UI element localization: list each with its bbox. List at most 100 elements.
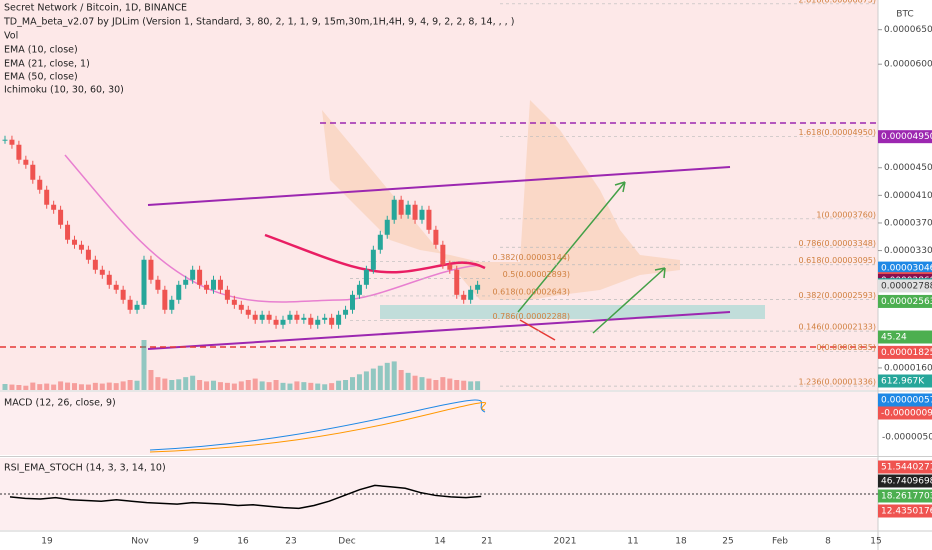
- candle: [183, 279, 189, 285]
- price-tag: [878, 345, 932, 359]
- rsi-tag-label: 46.74096988: [881, 477, 932, 487]
- volume-bar: [350, 377, 355, 390]
- x-tick-label: 19: [41, 537, 53, 547]
- candle: [162, 289, 168, 310]
- main-pane: [0, 0, 878, 390]
- volume-bar: [183, 377, 189, 390]
- candle: [315, 319, 321, 325]
- candle: [475, 284, 481, 290]
- x-tick-label: Nov: [131, 537, 149, 547]
- candle: [190, 269, 196, 280]
- candle: [211, 279, 216, 290]
- price-tag: [878, 279, 932, 293]
- indicator-tag-label: 612.967K: [881, 377, 925, 387]
- fib-label: 1.236(0.00001336): [799, 378, 877, 387]
- volume-bar: [211, 380, 216, 390]
- volume-bar: [426, 378, 432, 390]
- rsi-tag-label: 51.54402714: [881, 463, 932, 473]
- candle: [259, 314, 265, 320]
- candle: [322, 317, 328, 320]
- candle: [113, 284, 119, 290]
- macd-tag: [878, 406, 932, 420]
- volume-bar: [287, 383, 293, 390]
- volume-bar: [176, 379, 182, 390]
- ema-line: [264, 233, 486, 274]
- volume-bar: [447, 378, 453, 390]
- volume-bar: [370, 368, 376, 390]
- candle: [99, 269, 105, 275]
- candle: [398, 199, 404, 215]
- candle: [134, 304, 140, 310]
- rsi-title: RSI_EMA_STOCH (14, 3, 3, 14, 10): [4, 463, 166, 474]
- volume-bar: [85, 384, 91, 390]
- candle: [308, 317, 314, 325]
- candle: [377, 234, 383, 250]
- volume-bar: [454, 380, 460, 390]
- volume-bar: [169, 380, 175, 390]
- candle: [412, 204, 418, 220]
- volume-bar: [148, 370, 154, 390]
- macd-line: [149, 399, 486, 451]
- volume-bar: [343, 380, 349, 390]
- candle: [343, 309, 349, 315]
- rsi-line: [9, 484, 482, 510]
- candle: [217, 279, 223, 290]
- candle: [2, 139, 8, 141]
- price-tag-label: 0.00003046: [881, 264, 932, 274]
- volume-bar: [217, 382, 223, 390]
- candle: [85, 249, 91, 260]
- candle: [16, 144, 22, 160]
- ichimoku-cloud: [322, 100, 680, 300]
- rsi-tag-label: 18.26177039: [881, 492, 932, 502]
- indicator-tag: [878, 330, 932, 344]
- fib-label: 0(0.00001835): [816, 343, 876, 352]
- volume-bar: [58, 381, 64, 390]
- volume-bar: [377, 365, 383, 390]
- fib-label: 0.618(0.00002643): [493, 287, 571, 296]
- volume-bar: [475, 381, 481, 390]
- volume-bar: [224, 382, 230, 390]
- candle: [273, 319, 279, 325]
- volume-bar: [23, 385, 29, 390]
- candle: [280, 319, 286, 325]
- volume-bar: [9, 384, 15, 390]
- candle: [329, 317, 335, 325]
- volume-bar: [322, 384, 328, 390]
- volume-bar: [245, 380, 251, 390]
- rsi-tag-label: 12.43501768: [881, 507, 932, 517]
- macd-tag-label: 0.00000057: [881, 396, 932, 406]
- price-tag: [878, 294, 932, 308]
- x-tick-label: 9: [193, 537, 199, 547]
- volume-bar: [134, 380, 140, 390]
- x-tick-label: Dec: [338, 537, 355, 547]
- candle: [440, 244, 446, 265]
- candle: [363, 269, 369, 285]
- volume-bar: [120, 381, 126, 390]
- fib-label: 0.146(0.00002133): [799, 323, 877, 332]
- x-tick-label: Feb: [772, 537, 788, 547]
- volume-bar: [280, 382, 286, 390]
- candle: [356, 284, 362, 295]
- volume-bar: [329, 383, 335, 390]
- support-zone: [380, 305, 765, 319]
- price-tag: [878, 130, 932, 144]
- x-tick-label: 16: [237, 537, 249, 547]
- price-tag-label: 0.00001825: [881, 348, 932, 358]
- volume-bar: [37, 384, 43, 390]
- volume-bar: [2, 384, 8, 390]
- channel-top: [147, 166, 731, 206]
- volume-bar: [468, 381, 474, 390]
- fib-label: 1(0.00003760): [816, 210, 876, 219]
- price-tag-label: 0.00002563: [881, 297, 932, 307]
- candle: [238, 304, 244, 310]
- candle: [419, 209, 425, 220]
- legend-item: EMA (50, close): [4, 72, 78, 83]
- volume-bar: [190, 375, 196, 390]
- volume-bar: [238, 381, 244, 390]
- candle: [148, 259, 154, 280]
